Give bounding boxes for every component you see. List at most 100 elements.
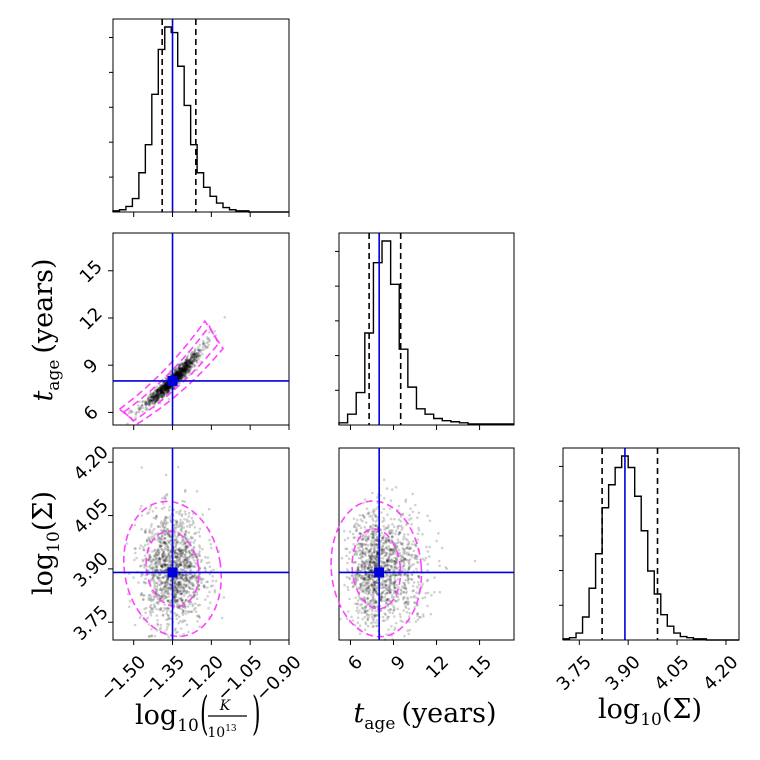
scatter-k-tage-point <box>184 375 188 378</box>
scatter-tage-sigma-point <box>411 572 414 576</box>
scatter-k-tage-point <box>185 356 189 360</box>
scatter-tage-sigma-point <box>367 535 371 538</box>
scatter-k-sigma-point <box>140 591 143 595</box>
scatter-k-tage-point <box>184 362 188 366</box>
scatter-tage-sigma-point <box>387 539 390 542</box>
scatter-k-tage-point <box>185 362 189 366</box>
scatter-k-sigma-point <box>142 560 145 563</box>
scatter-k-sigma-point <box>168 534 171 537</box>
scatter-tage-sigma-point <box>394 574 397 577</box>
scatter-k-sigma-point <box>163 533 166 537</box>
scatter-tage-sigma-point <box>370 557 374 560</box>
scatter-tage-sigma-point <box>398 531 402 535</box>
scatter-k-sigma-point <box>175 556 178 559</box>
scatter-k-tage-point <box>165 386 168 390</box>
scatter-tage-sigma-point <box>385 546 388 549</box>
scatter-k-sigma-point <box>159 541 163 544</box>
scatter-tage-sigma-point <box>373 557 377 560</box>
scatter-tage-sigma-point <box>372 531 376 534</box>
scatter-k-tage-point <box>165 387 168 390</box>
scatter-tage-sigma-point <box>428 555 431 558</box>
scatter-tage-sigma-point <box>374 558 378 561</box>
scatter-k-tage-point <box>181 368 185 371</box>
scatter-tage-sigma-point <box>394 560 397 564</box>
scatter-k-tage-point <box>186 366 189 370</box>
scatter-tage-sigma-point <box>357 565 360 569</box>
scatter-k-sigma-point <box>165 527 169 531</box>
scatter-k-sigma-point <box>204 569 207 573</box>
scatter-tage-sigma-point <box>362 596 366 599</box>
scatter-k-tage-point <box>184 364 188 367</box>
scatter-tage-sigma-point <box>407 566 411 570</box>
scatter-k-sigma-point <box>164 529 167 532</box>
scatter-k-tage-point <box>181 368 184 372</box>
scatter-k-sigma-point <box>183 558 186 562</box>
scatter-tage-sigma-point <box>373 561 377 565</box>
scatter-tage-sigma-point <box>414 620 418 623</box>
scatter-tage-sigma-point <box>380 531 384 535</box>
scatter-tage-sigma-point <box>355 609 359 612</box>
scatter-k-tage-point <box>194 352 197 355</box>
scatter-k-sigma-point <box>150 595 153 599</box>
scatter-k-tage-point <box>150 394 153 398</box>
scatter-tage-sigma-point <box>391 529 394 532</box>
scatter-tage-sigma-point <box>369 607 372 610</box>
scatter-k-sigma-point <box>206 594 209 598</box>
scatter-tage-sigma-point <box>361 565 364 569</box>
scatter-k-tage-point <box>197 357 200 361</box>
scatter-tage-sigma-point <box>370 547 373 550</box>
scatter-tage-sigma-point <box>403 557 406 561</box>
scatter-tage-sigma-point <box>373 580 376 584</box>
scatter-k-sigma-point <box>157 557 161 560</box>
scatter-k-tage-point <box>159 390 163 394</box>
scatter-k-sigma-point <box>179 563 183 567</box>
scatter-k-sigma-point <box>190 610 194 614</box>
scatter-k-sigma-point <box>177 584 180 587</box>
scatter-k-tage-point <box>198 353 201 357</box>
scatter-tage-sigma-point <box>352 536 356 540</box>
scatter-tage-sigma-point <box>415 591 418 595</box>
scatter-k-sigma-point <box>167 636 170 639</box>
scatter-k-tage-point <box>163 384 167 388</box>
scatter-tage-sigma-point <box>357 546 360 550</box>
scatter-k-tage-point <box>162 388 165 391</box>
scatter-k-tage-point <box>175 370 179 374</box>
scatter-k-sigma-point <box>174 579 178 582</box>
scatter-k-sigma-point <box>163 559 167 563</box>
scatter-k-sigma-point <box>167 541 171 544</box>
scatter-k-tage-point <box>160 385 164 389</box>
scatter-k-tage-point <box>165 387 169 390</box>
scatter-tage-sigma-point <box>399 615 402 619</box>
scatter-tage-sigma-point <box>368 614 371 617</box>
scatter-tage-sigma-point <box>388 587 392 590</box>
scatter-k-sigma-point <box>183 534 187 537</box>
scatter-k-sigma-point <box>187 531 191 534</box>
scatter-tage-sigma-point <box>354 560 358 564</box>
scatter-k-sigma-point <box>199 560 203 564</box>
scatter-tage-sigma-point <box>393 599 397 602</box>
scatter-k-tage-point <box>198 343 202 347</box>
scatter-tage-sigma-point <box>363 535 367 539</box>
scatter-tage-sigma-point <box>374 531 378 534</box>
scatter-k-tage-point <box>176 372 180 376</box>
scatter-tage-sigma-point <box>409 595 413 599</box>
scatter-tage-sigma-point <box>368 560 372 564</box>
scatter-k-sigma-point <box>172 577 176 580</box>
scatter-k-tage-point <box>178 370 181 374</box>
scatter-k-tage-point <box>166 390 170 393</box>
scatter-k-tage-point <box>166 390 169 393</box>
scatter-k-tage-point <box>188 364 192 367</box>
scatter-k-sigma-point <box>150 634 154 637</box>
scatter-k-tage-point <box>178 372 181 376</box>
scatter-k-sigma-point <box>175 583 178 586</box>
scatter-k-sigma-point <box>185 520 189 523</box>
scatter-tage-sigma-point <box>369 560 373 563</box>
scatter-tage-sigma-point <box>374 591 378 594</box>
scatter-tage-sigma-point <box>353 560 357 564</box>
scatter-tage-sigma-point <box>358 524 361 527</box>
scatter-tage-sigma-point <box>374 556 378 559</box>
scatter-tage-sigma-point <box>364 550 368 554</box>
scatter-k-tage-point <box>166 388 170 391</box>
scatter-tage-sigma-point <box>387 526 390 529</box>
scatter-k-sigma-point <box>181 559 185 562</box>
